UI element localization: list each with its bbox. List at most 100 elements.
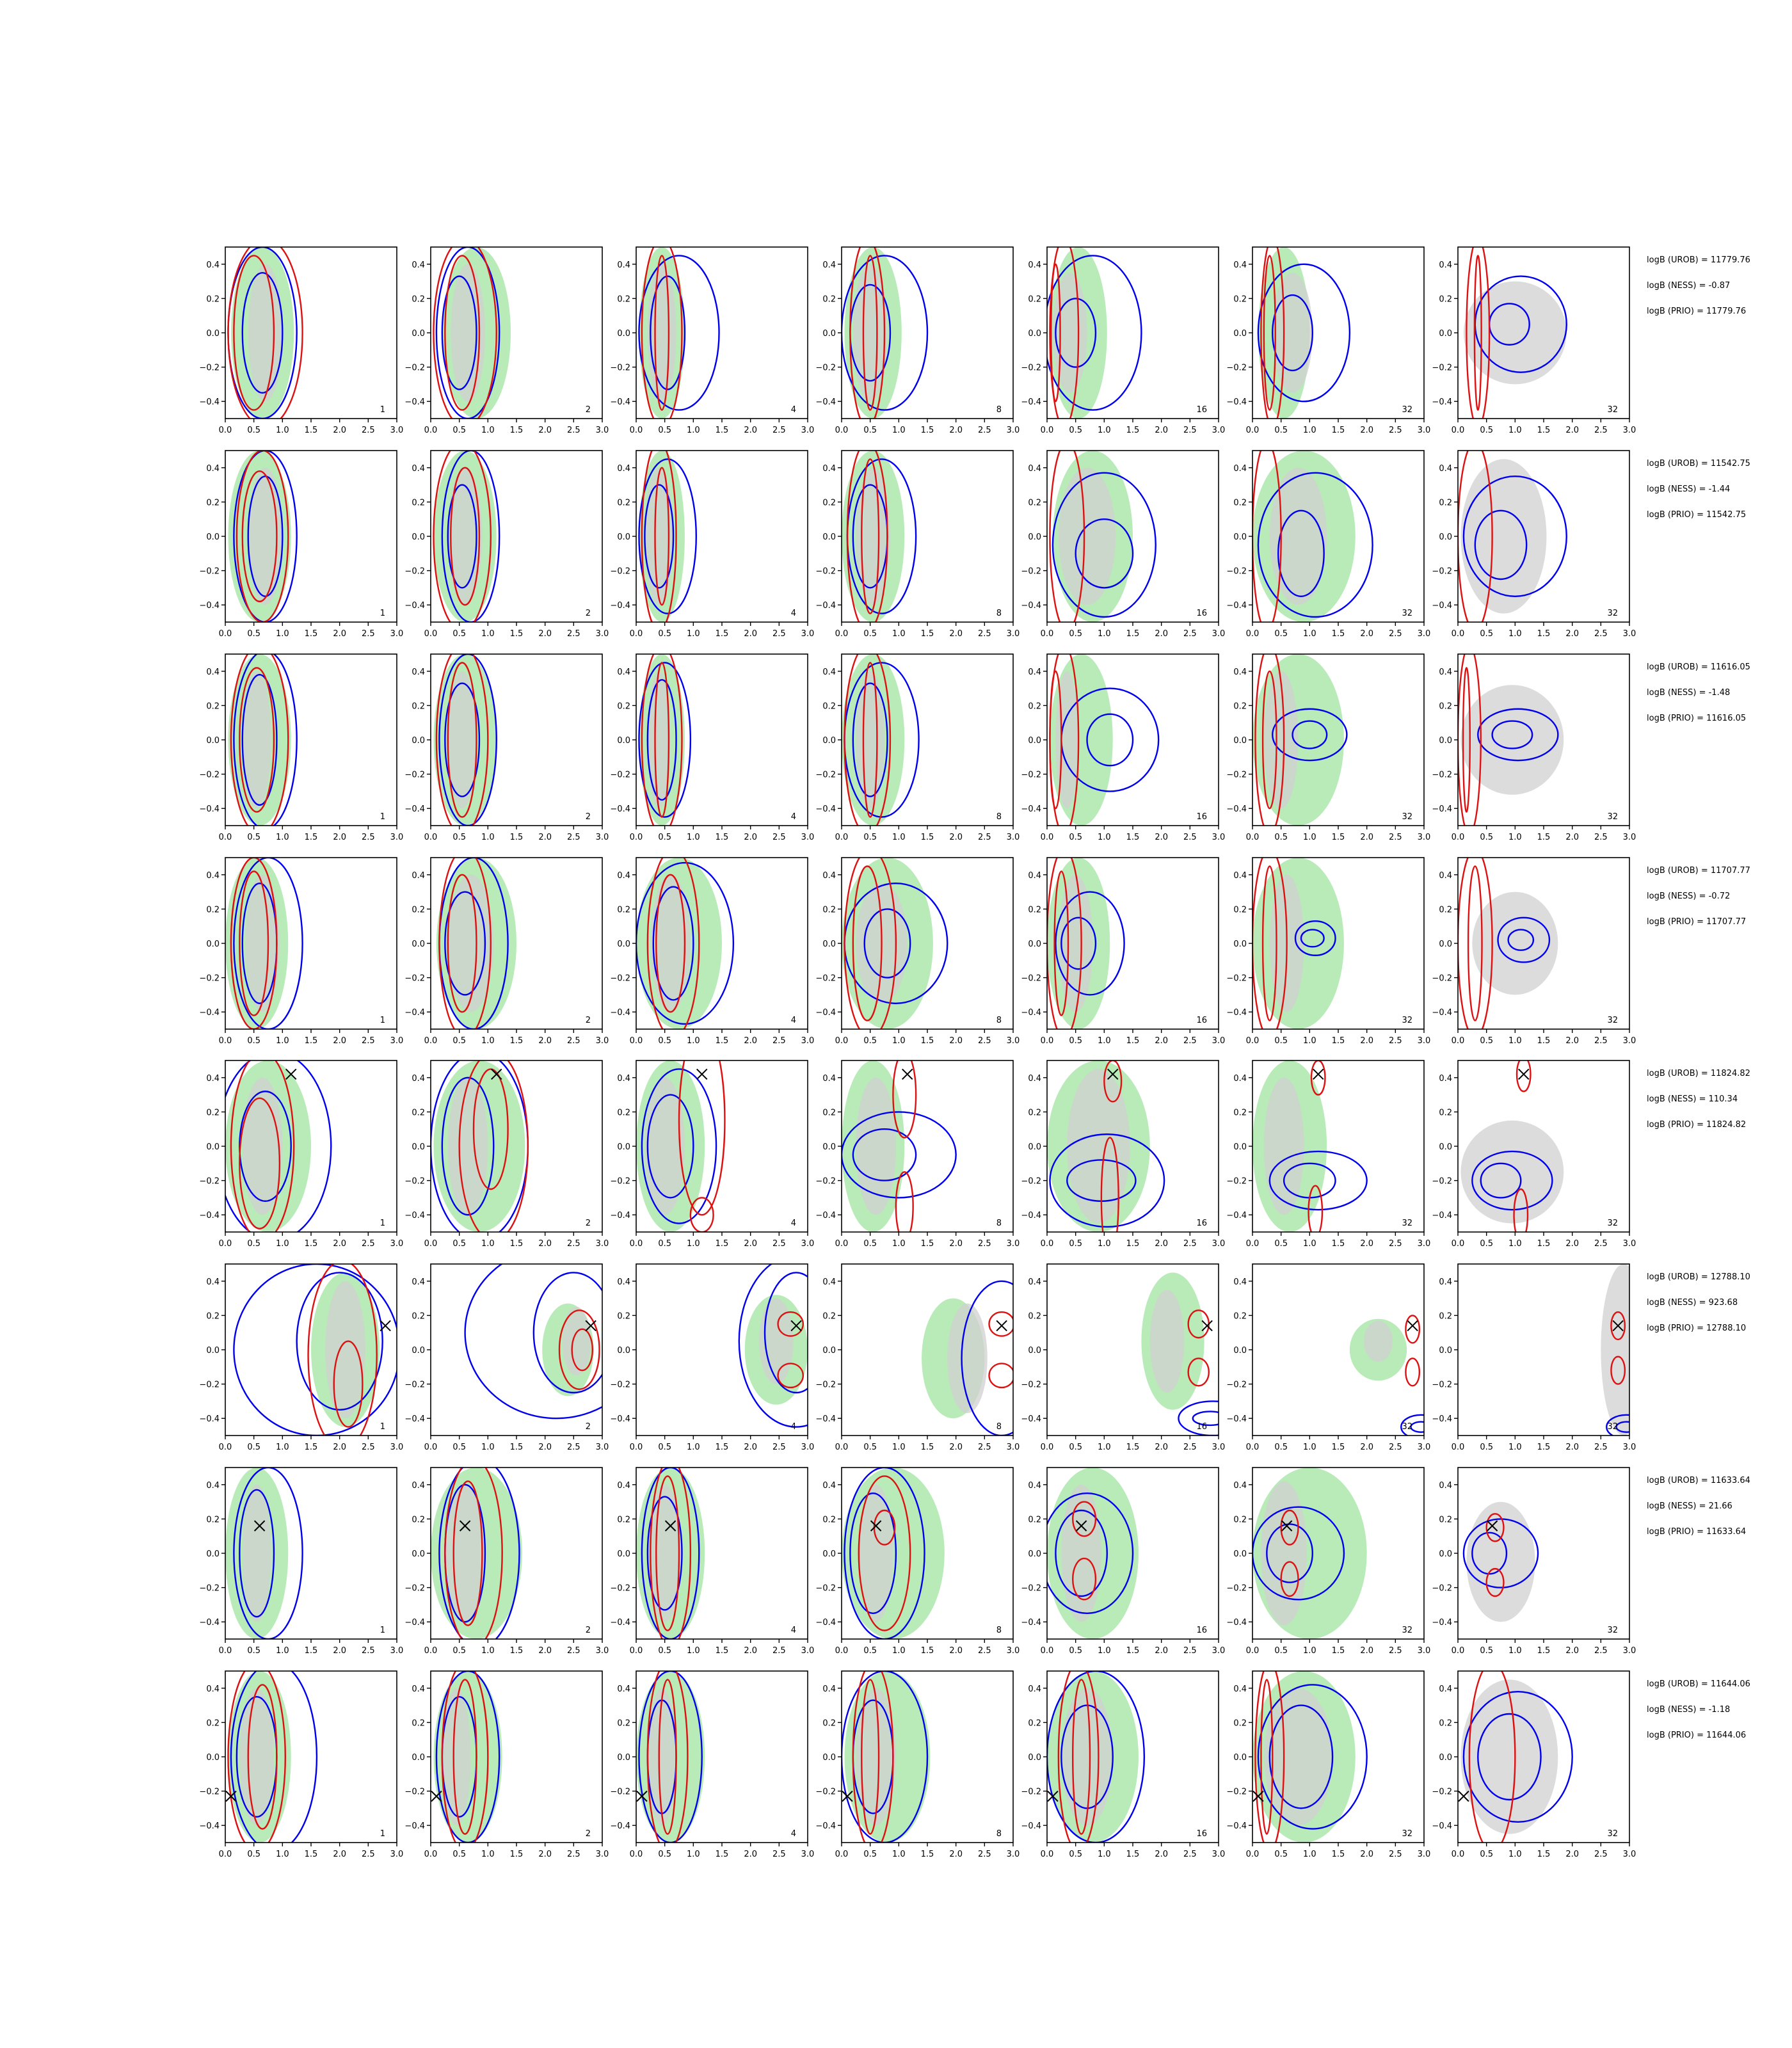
x-tick-label: 1.0 [687,1443,700,1452]
grey-density-region [947,1303,988,1414]
x-tick-label: 0.0 [1246,426,1260,435]
y-tick-label: 0.0 [1439,1549,1452,1559]
x-tick-label: 2.5 [567,629,580,639]
x-tick-label: 0.5 [247,1646,260,1656]
blue-contour [1052,472,1156,618]
y-tick-label: 0.0 [617,1346,630,1356]
y-tick-label: −0.4 [610,397,630,407]
y-tick-label: −0.2 [1021,1584,1041,1594]
plot-area [1252,451,1373,622]
panel-count-label: 1 [380,1626,385,1635]
plot-area [1463,247,1567,419]
plot-area [1047,1060,1165,1232]
x-tick-label: 2.0 [1155,629,1168,639]
y-tick-label: −0.2 [1021,1788,1041,1797]
blue-contour [435,1671,500,1843]
y-tick-label: 0.0 [1028,532,1041,542]
y-tick-label: 0.0 [206,1753,220,1763]
x-tick-label: 2.5 [567,1850,580,1859]
blue-contour [1471,1150,1553,1211]
y-tick-label: 0.0 [1233,1753,1247,1763]
x-tick-label: 2.5 [1594,833,1608,842]
y-tick-label: −0.2 [404,1380,425,1390]
y-tick-label: −0.2 [1226,974,1247,984]
x-tick-label: 0.0 [1041,629,1054,639]
blue-contour [1477,1713,1542,1801]
y-tick-label: 0.0 [412,1753,425,1763]
subplot: 0.0 0.5 1.0 1.5 2.0 2.5 3.0 −0.4 −0.2 0.0 0.2 0.4 1 [199,1467,403,1656]
x-tick-label: 0.0 [1041,426,1054,435]
grey-density-region [1272,273,1313,393]
y-tick-label: 0.4 [412,1481,425,1491]
x-tick-label: 3.0 [1623,1443,1636,1452]
panel-count-label: 8 [996,1016,1002,1025]
x-tick-label: 1.5 [1126,1646,1140,1656]
x-tick-label: 3.0 [801,1646,815,1656]
y-tick-label: −0.2 [1021,567,1041,577]
x-tick-label: 1.5 [921,629,934,639]
grey-density-region [1601,1264,1629,1436]
y-tick-label: 0.0 [412,940,425,949]
panel-count-label: 2 [586,1626,591,1635]
y-tick-label: −0.4 [1021,601,1041,611]
x-tick-label: 0.5 [452,1850,466,1859]
true-value-marker [1201,1320,1213,1332]
y-tick-label: −0.4 [199,1008,220,1018]
x-tick-label: 1.5 [305,426,318,435]
x-tick-label: 0.0 [219,1239,232,1249]
red-contour [861,1679,880,1835]
blue-contour [638,458,697,614]
x-tick-label: 0.5 [1274,629,1288,639]
subplot: 0.0 0.5 1.0 1.5 2.0 2.5 3.0 −0.4 −0.2 0.0 0.2 0.4 4 [610,1060,815,1249]
y-tick-label: −0.2 [199,1380,220,1390]
x-tick-label: 0.0 [835,1036,849,1046]
subplot: 0.0 0.5 1.0 1.5 2.0 2.5 3.0 −0.4 −0.2 0.0 0.2 0.4 4 [610,653,814,842]
x-tick-label: 0.0 [424,1646,438,1656]
x-tick-label: 1.5 [1332,1850,1345,1859]
blue-contour [646,1094,694,1199]
panel-count-label: 8 [996,1626,1002,1635]
x-tick-label: 0.0 [1452,1239,1465,1249]
plot-area [1252,1468,1367,1639]
subplot: 0.0 0.5 1.0 1.5 2.0 2.5 3.0 −0.4 −0.2 0.0 0.2 0.4 4 [610,1263,814,1452]
x-tick-label: 2.5 [1389,1850,1402,1859]
x-tick-label: 3.0 [801,1850,815,1859]
panel-row: logB (UROB) = 11633.64 logB (NESS) = 21.6… [199,1467,1750,1656]
x-tick-label: 2.0 [538,1443,552,1452]
x-tick-label: 1.5 [510,1443,524,1452]
x-tick-label: 1.5 [716,1646,729,1656]
y-tick-label: 0.0 [1439,1753,1452,1763]
x-tick-label: 0.5 [1274,1239,1288,1249]
x-tick-label: 1.5 [1537,1646,1551,1656]
x-tick-label: 3.0 [390,629,404,639]
red-contour [307,1264,378,1436]
x-tick-label: 0.0 [219,1646,232,1656]
x-tick-label: 1.0 [892,833,906,842]
x-tick-label: 1.5 [1332,1036,1345,1046]
x-tick-label: 1.5 [716,629,729,639]
x-tick-label: 0.5 [1480,1443,1493,1452]
red-contour [658,1679,677,1835]
x-tick-label: 3.0 [390,1036,404,1046]
y-tick-label: 0.4 [1028,1684,1041,1694]
y-tick-label: −0.2 [1226,1177,1247,1187]
x-tick-label: 0.0 [1041,1646,1054,1656]
y-tick-label: −0.4 [1432,1211,1452,1220]
y-tick-label: −0.2 [1226,364,1247,373]
plot-area [433,654,497,826]
x-tick-label: 1.5 [305,1850,318,1859]
x-tick-label: 0.5 [247,426,260,435]
blue-contour [1272,294,1313,372]
y-tick-label: 0.0 [206,1549,220,1559]
y-tick-label: 0.0 [822,532,836,542]
subplot: 0.0 0.5 1.0 1.5 2.0 2.5 3.0 −0.4 −0.2 0.0 0.2 0.4 2 [404,1467,609,1656]
panel-count-label: 16 [1196,609,1207,618]
panel-count-label: 4 [791,1016,796,1025]
x-tick-label: 2.0 [1155,833,1168,842]
panel-count-label: 4 [791,1422,796,1432]
x-tick-label: 3.0 [1623,629,1636,639]
blue-contour [233,451,298,622]
x-tick-label: 1.5 [1537,1443,1551,1452]
panel-count-label: 4 [791,609,796,618]
x-tick-label: 3.0 [801,1239,815,1249]
